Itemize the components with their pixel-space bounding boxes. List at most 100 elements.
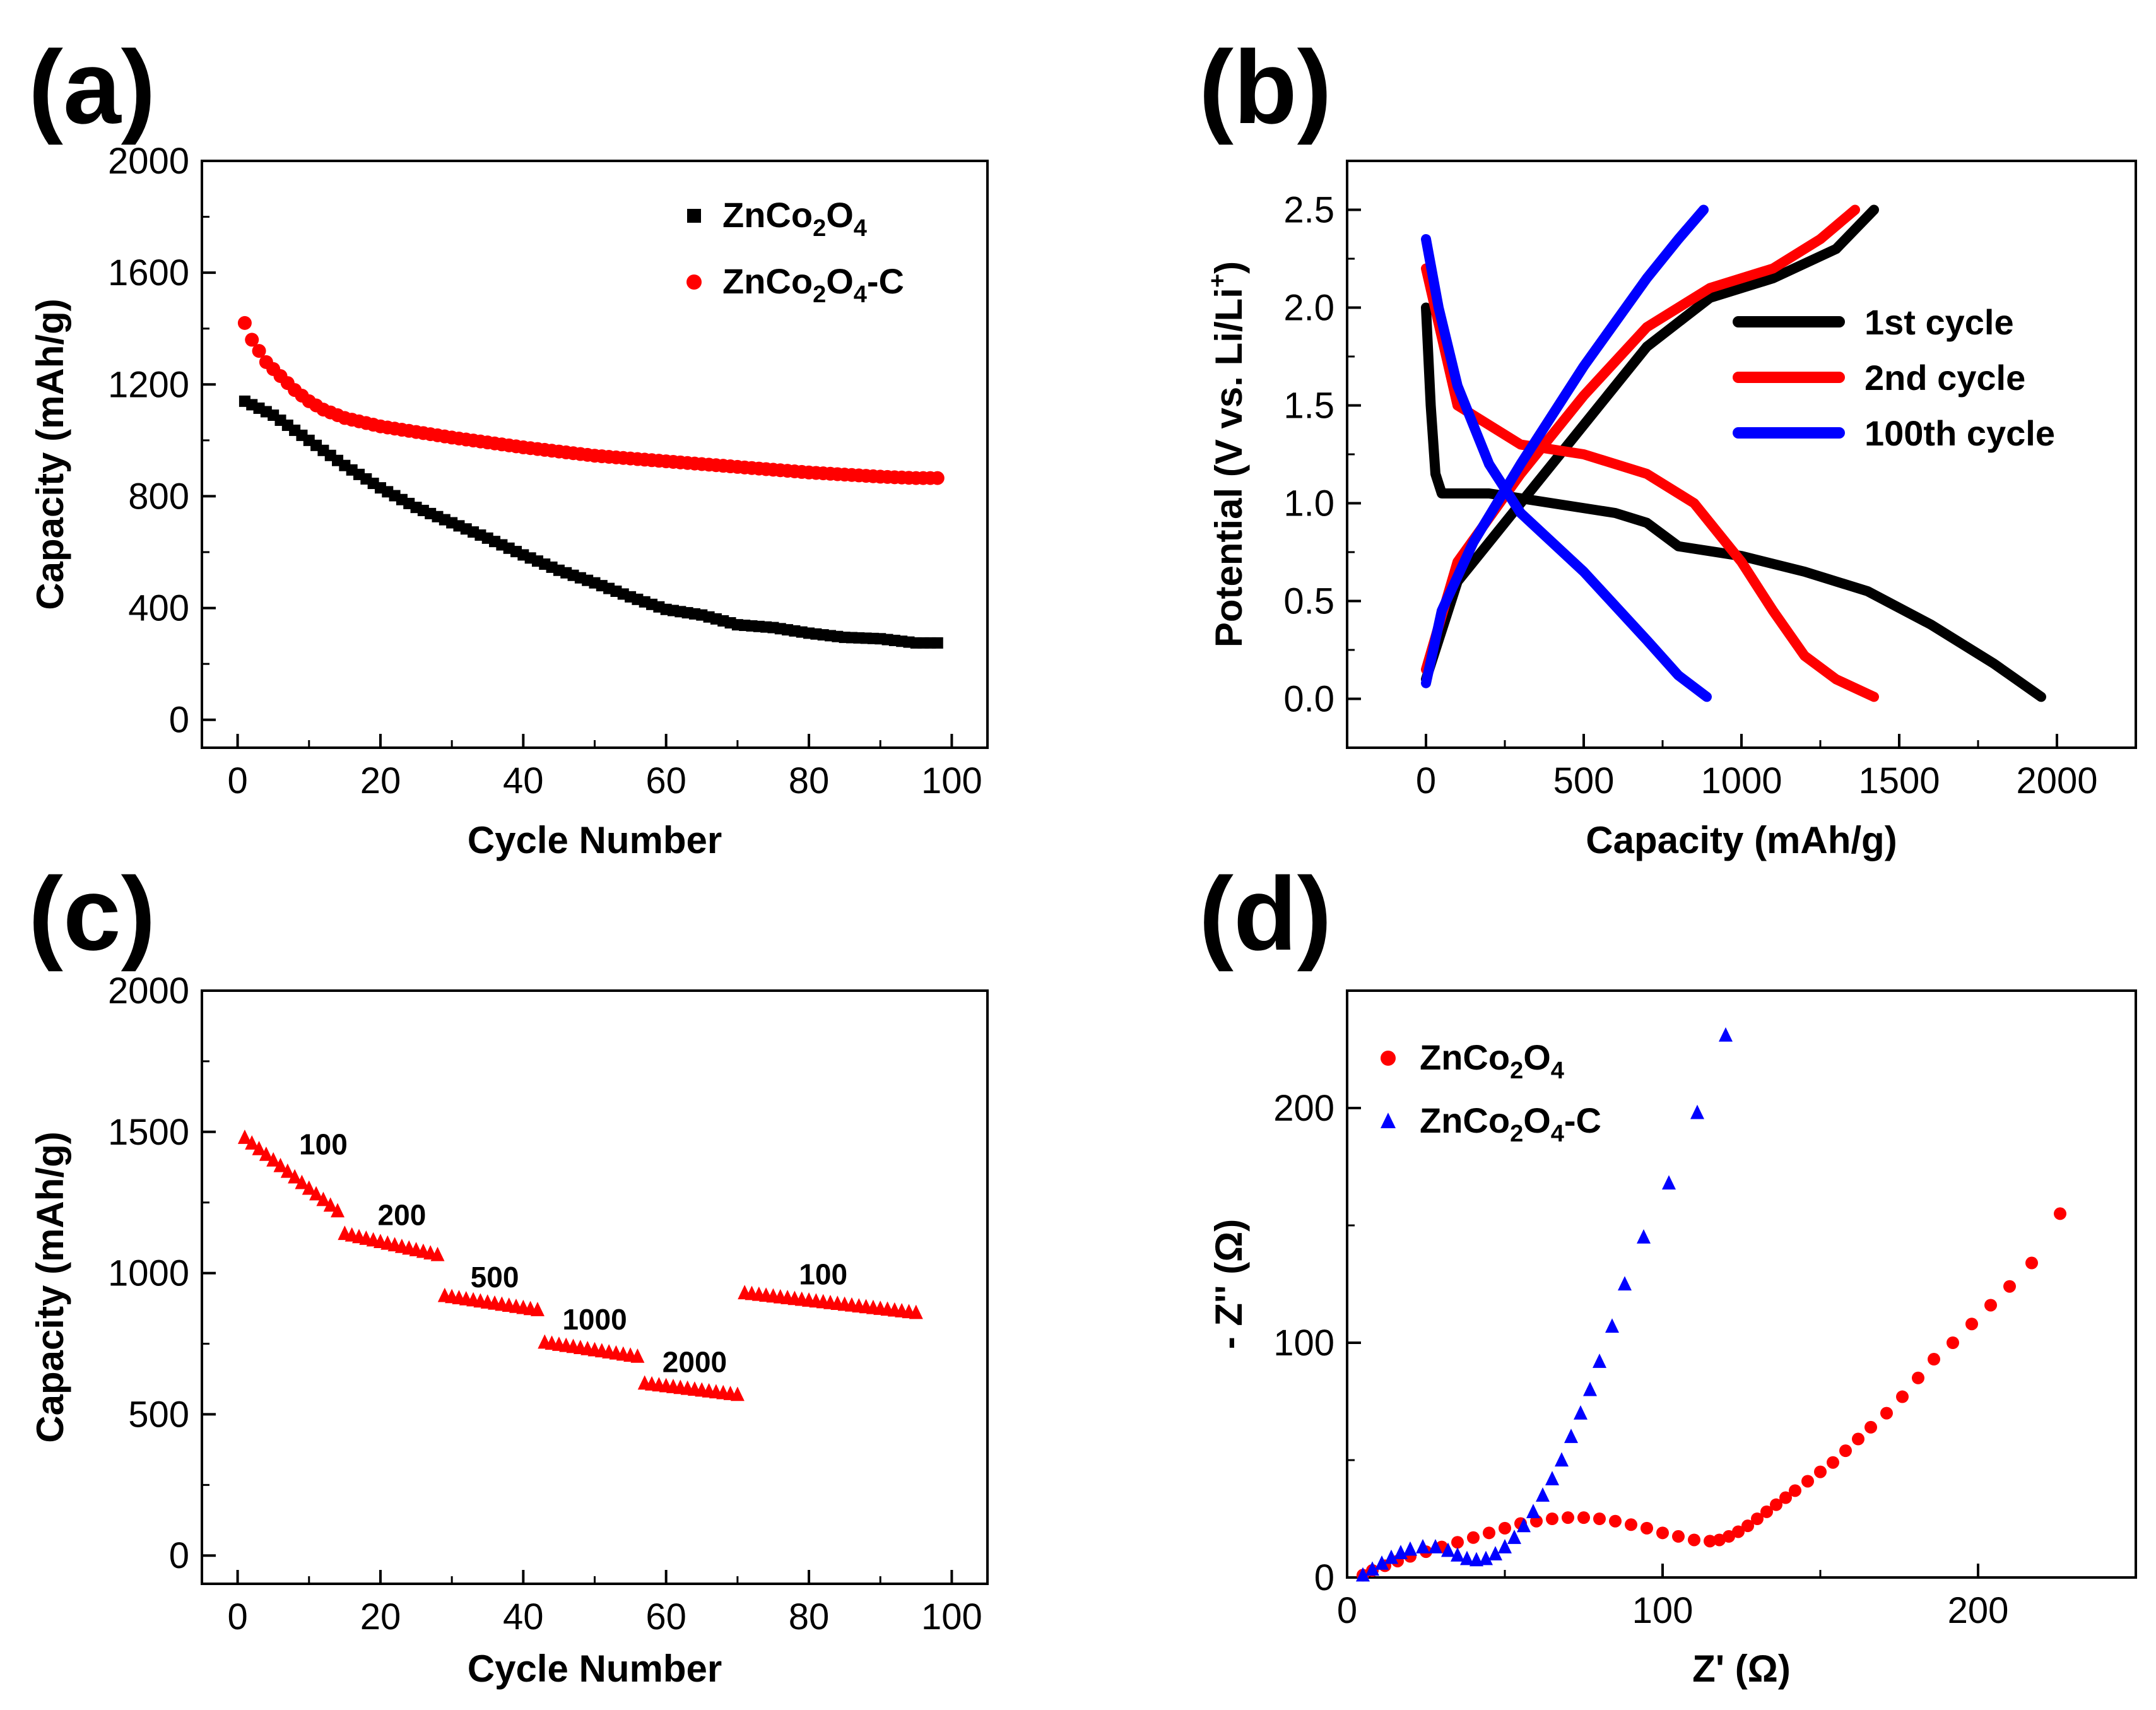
data-point <box>1618 1276 1632 1291</box>
y-tick-label: 400 <box>128 588 189 629</box>
y-axis-title: Capacity (mAh/g) <box>29 1131 71 1442</box>
data-point <box>1384 1549 1398 1564</box>
legend-text: O <box>1523 1037 1551 1077</box>
legend-label: 100th cycle <box>1864 413 2055 453</box>
legend-text: -C <box>1564 1100 1601 1140</box>
data-point <box>1723 1530 1735 1543</box>
y-axis-title-text: ) <box>1208 261 1250 274</box>
x-axis-title: Cycle Number <box>468 1648 722 1690</box>
rate-annotation: 1000 <box>562 1303 627 1336</box>
data-point <box>245 333 259 347</box>
x-tick-label: 0 <box>227 760 247 801</box>
data-point <box>259 1146 273 1161</box>
x-tick-label: 500 <box>1553 760 1615 801</box>
data-point <box>1713 1533 1726 1547</box>
y-tick-label: 100 <box>1273 1323 1334 1364</box>
y-tick-label: 2000 <box>108 970 189 1011</box>
rate-annotation: 2000 <box>663 1345 727 1378</box>
data-point <box>1583 1381 1597 1396</box>
data-point <box>1375 1555 1389 1570</box>
x-axis-title: Z' (Ω) <box>1692 1648 1791 1690</box>
data-point <box>1801 1475 1814 1488</box>
data-point <box>1814 1465 1827 1478</box>
data-point <box>1605 1318 1619 1333</box>
y-axis-title: Capacity (mAh/g) <box>29 298 71 610</box>
x-tick-label: 40 <box>503 1596 544 1637</box>
y-tick-label: 800 <box>128 476 189 517</box>
data-point <box>2003 1280 2016 1293</box>
panel-b-label: (b) <box>1199 29 1332 145</box>
x-tick-label: 80 <box>789 1596 830 1637</box>
y-tick-label: 200 <box>1273 1088 1334 1129</box>
data-point <box>280 1163 295 1178</box>
data-point <box>245 1135 259 1150</box>
x-tick-label: 100 <box>921 760 982 801</box>
x-tick-label: 1000 <box>1700 760 1782 801</box>
series-line-charge <box>1421 204 1879 685</box>
legend-label: 1st cycle <box>1864 302 2014 342</box>
data-point <box>1365 1561 1379 1576</box>
legend-subscript: 2 <box>813 281 826 308</box>
y-tick-label: 1500 <box>108 1112 189 1153</box>
y-tick-label: 500 <box>128 1394 189 1435</box>
panel-d-label: (d) <box>1199 856 1332 972</box>
data-point <box>1984 1299 1997 1312</box>
y-tick-label: 1200 <box>108 364 189 405</box>
data-point <box>1688 1533 1700 1547</box>
data-point <box>530 1302 545 1316</box>
legend-text: ZnCo <box>1420 1100 1510 1140</box>
x-axis-title: Cycle Number <box>468 819 722 861</box>
y-tick-label: 0.0 <box>1283 679 1334 720</box>
data-point <box>1577 1511 1590 1524</box>
data-point <box>316 1191 331 1206</box>
data-point <box>1852 1432 1864 1446</box>
rate-annotation: 500 <box>471 1261 519 1294</box>
legend-subscript: 2 <box>1510 1121 1523 1147</box>
series-line-charge <box>1421 204 1709 688</box>
data-point <box>1965 1318 1978 1331</box>
data-point <box>302 1180 316 1195</box>
data-point <box>323 1197 338 1212</box>
legend-marker <box>1381 1112 1396 1129</box>
series-line-discharge <box>1421 263 1879 702</box>
x-tick-label: 2000 <box>2016 760 2097 801</box>
data-point <box>1441 1542 1455 1557</box>
data-point <box>1625 1518 1637 1531</box>
data-point <box>1947 1336 1959 1349</box>
data-point <box>1751 1512 1764 1525</box>
data-point <box>1928 1353 1940 1366</box>
legend-text: -C <box>867 261 904 301</box>
legend-text: ZnCo <box>722 195 813 235</box>
data-point <box>430 1246 445 1261</box>
data-point <box>1546 1512 1558 1525</box>
x-tick-label: 20 <box>360 1596 401 1637</box>
y-tick-label: 2000 <box>108 141 189 182</box>
y-tick-label: 0 <box>169 700 189 741</box>
series-line-discharge <box>1421 234 1712 702</box>
legend-subscript: 2 <box>1510 1058 1523 1084</box>
data-point <box>1779 1491 1792 1504</box>
legend-marker <box>687 209 701 223</box>
data-point <box>1488 1546 1502 1560</box>
data-point <box>1470 1552 1483 1567</box>
x-tick-label: 0 <box>227 1596 247 1637</box>
data-point <box>1526 1504 1540 1518</box>
data-point <box>1499 1521 1511 1535</box>
legend-subscript: 4 <box>1551 1058 1564 1084</box>
plot-frame <box>1346 160 2137 749</box>
plot-frame <box>1346 989 2137 1579</box>
panel-b: (b) 0 500 1000 1500 2000 0.0 0.5 1.0 1.5 2.0 2.5 Ca… <box>1199 29 2137 861</box>
data-point <box>1896 1390 1909 1403</box>
data-point <box>1428 1538 1442 1554</box>
y-tick-label: 0 <box>1314 1557 1334 1598</box>
x-tick-label: 40 <box>503 760 544 801</box>
data-point <box>1690 1104 1704 1119</box>
data-point <box>252 344 266 358</box>
data-point <box>630 1348 645 1363</box>
data-point <box>1467 1531 1480 1544</box>
data-point <box>930 471 945 485</box>
y-tick-label: 2.0 <box>1283 288 1334 329</box>
data-point <box>1536 1487 1550 1502</box>
data-point <box>931 637 943 649</box>
